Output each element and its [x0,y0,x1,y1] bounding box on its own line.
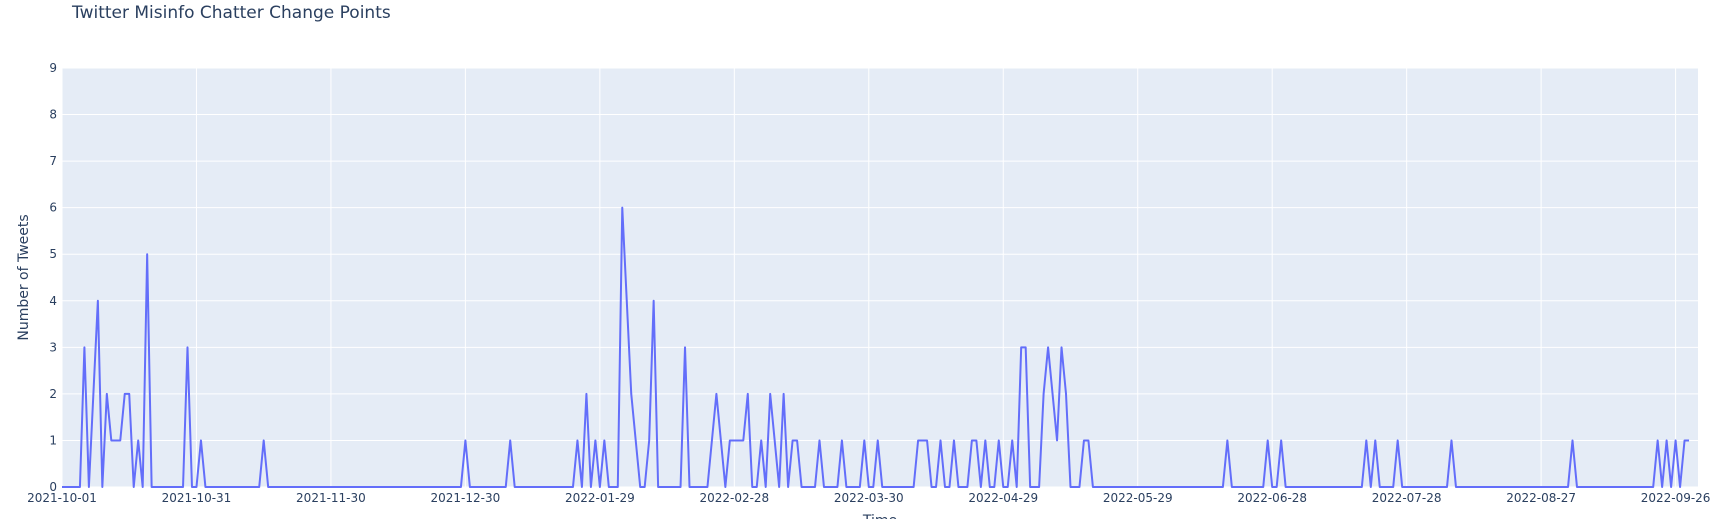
x-tick-label: 2021-11-30 [296,491,366,505]
y-tick-label: 3 [49,340,57,354]
y-tick-label: 7 [49,154,57,168]
y-tick-label: 6 [49,201,57,215]
y-tick-label: 4 [49,294,57,308]
x-tick-label: 2022-05-29 [1103,491,1173,505]
x-tick-label: 2022-06-28 [1237,491,1307,505]
x-tick-label: 2022-08-27 [1506,491,1576,505]
x-tick-label: 2021-12-30 [431,491,501,505]
x-tick-label: 2022-09-26 [1641,491,1711,505]
x-tick-label: 2022-02-28 [699,491,769,505]
x-tick-label: 2022-07-28 [1372,491,1442,505]
x-tick-label: 2022-04-29 [968,491,1038,505]
chart-title: Twitter Misinfo Chatter Change Points [71,3,391,23]
y-tick-label: 9 [49,61,57,75]
y-tick-label: 1 [49,433,57,447]
y-tick-label: 8 [49,108,57,122]
y-axis-title: Number of Tweets [16,214,32,340]
x-tick-label: 2021-10-31 [162,491,232,505]
x-tick-label: 2022-01-29 [565,491,635,505]
y-tick-label: 5 [49,247,57,261]
y-tick-label: 2 [49,387,57,401]
plot-area [62,68,1698,487]
x-tick-label: 2021-10-01 [27,491,97,505]
x-tick-label: 2022-03-30 [834,491,904,505]
x-axis-title: Time [862,513,897,519]
x-axis-ticks: 2021-10-01 2021-10-31 2021-11-30 2021-12-30… [27,491,1710,505]
